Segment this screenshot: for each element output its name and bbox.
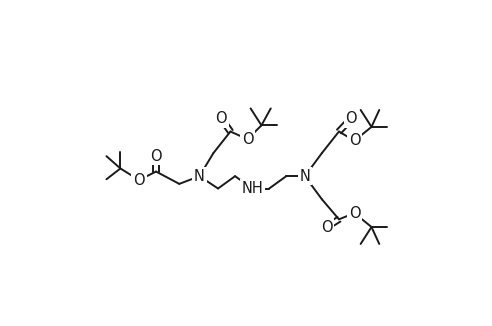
Text: NH: NH [241,181,263,196]
Text: O: O [150,149,162,164]
Text: O: O [349,133,360,148]
Text: N: N [300,169,310,184]
Text: O: O [215,111,227,126]
Text: O: O [242,132,253,147]
Text: N: N [194,169,205,184]
Text: O: O [321,219,333,234]
Text: O: O [349,206,360,221]
Text: O: O [133,172,145,187]
Text: O: O [345,111,357,126]
